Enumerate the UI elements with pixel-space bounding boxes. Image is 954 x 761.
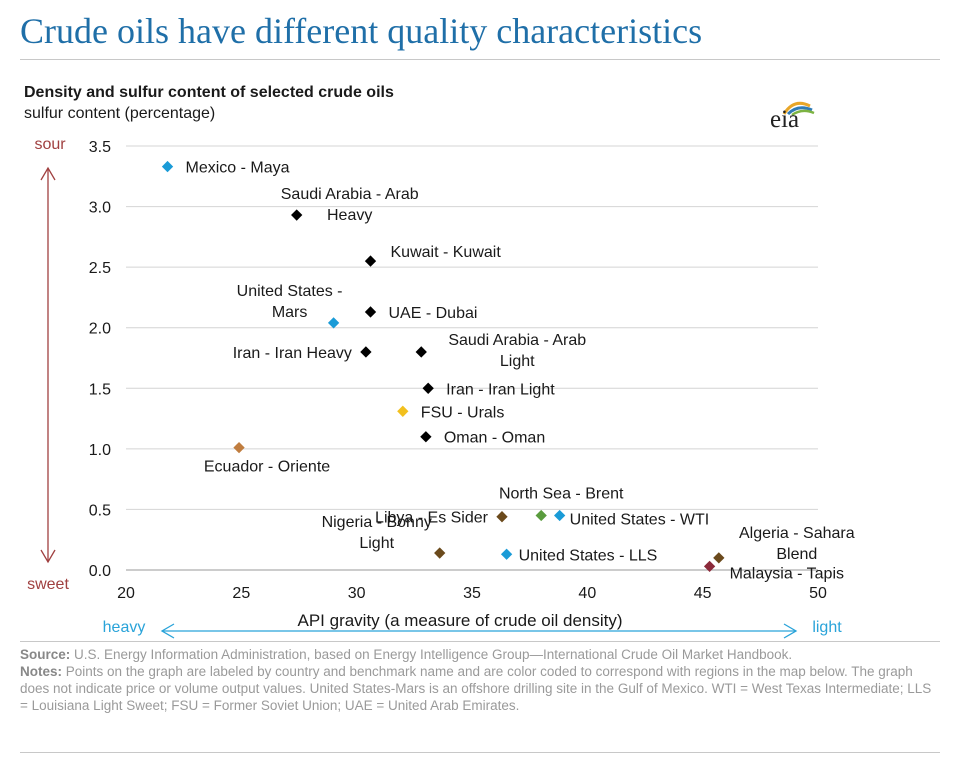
source-note: Source: U.S. Energy Information Administ… xyxy=(20,646,940,663)
y-tick-label: 3.5 xyxy=(89,139,111,156)
sour-label: sour xyxy=(34,136,66,153)
data-label: Iran - Iran Light xyxy=(446,381,555,398)
x-tick-label: 20 xyxy=(117,585,135,602)
x-tick-label: 50 xyxy=(809,585,827,602)
data-points xyxy=(161,160,725,573)
y-axis-label: sulfur content (percentage) xyxy=(24,105,216,122)
data-label: Malaysia - Tapis xyxy=(730,565,844,582)
source-label: Source: xyxy=(20,647,71,662)
notes-text: Points on the graph are labeled by count… xyxy=(20,664,932,713)
data-label: North Sea - Brent xyxy=(499,485,624,502)
data-label: Nigeria - Bonny Light xyxy=(322,514,432,552)
eia-logo-mark xyxy=(782,101,815,116)
data-point xyxy=(327,317,340,329)
data-point xyxy=(233,441,245,454)
data-point xyxy=(291,209,303,221)
data-point xyxy=(422,382,434,394)
data-label: Iran - Iran Heavy xyxy=(233,345,352,362)
x-tick-labels: 20 25 30 35 40 45 50 xyxy=(117,585,827,602)
x-tick-label: 35 xyxy=(463,585,481,602)
data-label: Saudi Arabia - Arab Light xyxy=(448,332,586,370)
y-tick-label: 2.5 xyxy=(89,260,111,277)
point-labels: Mexico - Maya Saudi Arabia - Arab Heavy Kuw… xyxy=(186,160,855,583)
sweet-label: sweet xyxy=(27,576,69,593)
data-point xyxy=(535,509,547,522)
axis-arrows xyxy=(40,166,798,639)
notes-note: Notes: Points on the graph are labeled b… xyxy=(20,663,940,714)
y-tick-label: 2.0 xyxy=(89,321,111,338)
x-axis-label: API gravity (a measure of crude oil dens… xyxy=(297,611,622,630)
arrow-head-up xyxy=(40,166,56,181)
data-point xyxy=(500,548,513,560)
data-label: Kuwait - Kuwait xyxy=(391,244,502,261)
data-point xyxy=(496,511,508,523)
x-tick-label: 30 xyxy=(348,585,366,602)
data-label: Oman - Oman xyxy=(444,430,545,447)
y-tick-label: 1.5 xyxy=(89,381,111,398)
page-headline: Crude oils have different quality charac… xyxy=(20,11,703,51)
data-label: Saudi Arabia - Arab Heavy xyxy=(281,186,419,224)
light-label: light xyxy=(812,619,842,636)
data-label: United States - WTI xyxy=(570,511,710,528)
heavy-label: heavy xyxy=(103,619,146,636)
data-point xyxy=(364,255,377,267)
data-label: UAE - Dubai xyxy=(389,305,478,322)
y-tick-labels: 0.0 0.5 1.0 1.5 2.0 2.5 3.0 3.5 xyxy=(89,139,111,580)
chart-title: Density and sulfur content of selected c… xyxy=(24,84,394,101)
data-label: United States - LLS xyxy=(519,547,658,564)
data-label: Algeria - Sahara Blend xyxy=(739,525,855,563)
y-tick-label: 3.0 xyxy=(89,200,111,217)
eia-logo: eia xyxy=(770,96,826,136)
scatter-chart: 0.00.51.01.52.02.53.03.5 20 25 30 35 40 45 50 … xyxy=(27,136,855,639)
notes-label: Notes: xyxy=(20,664,63,679)
source-text: U.S. Energy Information Administration, … xyxy=(74,647,793,662)
data-point xyxy=(434,547,446,559)
y-tick-label: 1.0 xyxy=(89,442,111,459)
grid-lines xyxy=(126,145,818,571)
data-label: Libya - Es Sider xyxy=(375,510,489,527)
data-label: Mexico - Maya xyxy=(186,160,290,177)
data-point xyxy=(415,346,427,358)
data-point xyxy=(420,431,432,443)
data-label: United States -Mars xyxy=(237,283,343,321)
data-point xyxy=(360,346,372,358)
top-divider xyxy=(20,59,940,60)
x-tick-label: 25 xyxy=(232,585,250,602)
data-label: Ecuador - Oriente xyxy=(204,459,330,476)
x-tick-label: 45 xyxy=(694,585,712,602)
eia-logo-text: eia xyxy=(770,106,800,133)
data-point xyxy=(713,552,725,564)
arrow-head-left xyxy=(160,623,175,639)
y-tick-label: 0.5 xyxy=(89,502,111,519)
data-point xyxy=(364,306,377,318)
arrow-head-right xyxy=(783,623,798,639)
data-point xyxy=(161,160,174,173)
footer-notes: Source: U.S. Energy Information Administ… xyxy=(20,646,940,714)
arrow-head-down xyxy=(40,549,56,564)
footer-divider xyxy=(20,641,940,642)
data-label: FSU - Urals xyxy=(421,404,505,421)
bottom-divider xyxy=(20,752,940,753)
data-point xyxy=(703,560,716,573)
data-point xyxy=(397,405,409,417)
x-tick-label: 40 xyxy=(578,585,596,602)
y-tick-label: 0.0 xyxy=(89,563,111,580)
data-point xyxy=(553,509,566,522)
